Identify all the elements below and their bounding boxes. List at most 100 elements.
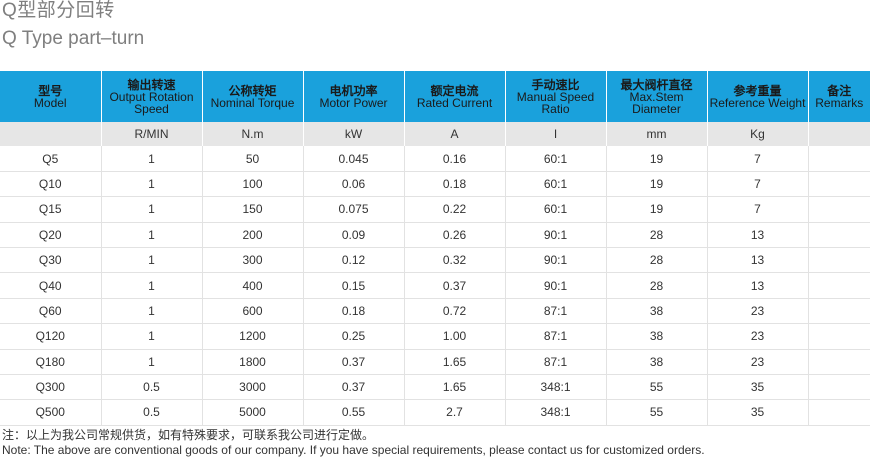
footnote-cn: 注：以上为我公司常规供货，如有特殊要求，可联系我公司进行定做。	[2, 428, 375, 442]
table-cell: 0.72	[403, 298, 505, 325]
table-row: Q60 1 600 0.18 0.72 87:1 38 23	[0, 298, 870, 325]
table-cell: 0.37	[403, 272, 505, 299]
model-cell: Q500	[0, 399, 101, 426]
table-cell: 1	[100, 222, 202, 248]
table-cell: 87:1	[504, 323, 606, 350]
table-row: Q120 1 1200 0.25 1.00 87:1 38 23	[0, 323, 870, 350]
table-cell: 200	[201, 222, 303, 248]
model-cell: Q5	[0, 146, 101, 172]
table-cell: 28	[605, 272, 707, 299]
table-cell: 23	[706, 323, 808, 350]
spec-table: 型号 Model 输出转速 Output Rotation Speed 公称转矩 Nomi…	[0, 71, 870, 426]
model-cell: Q60	[0, 298, 101, 325]
table-cell: 55	[605, 399, 707, 426]
table-cell: 50	[201, 146, 303, 172]
model-cell: Q10	[0, 171, 101, 198]
unit-cell	[0, 122, 101, 147]
table-cell: 0.18	[403, 171, 505, 198]
table-cell: 38	[605, 323, 707, 350]
table-cell: 1	[100, 349, 202, 375]
table-row: Q10 1 100 0.06 0.18 60:1 19 7	[0, 171, 870, 198]
table-cell: 0.075	[302, 196, 404, 223]
table-cell	[807, 146, 870, 172]
table-cell	[807, 374, 870, 401]
model-cell: Q15	[0, 196, 101, 223]
table-cell: 7	[706, 171, 808, 198]
table-cell: 0.37	[302, 349, 404, 375]
unit-cell: Kg	[706, 122, 808, 147]
table-cell: 87:1	[504, 298, 606, 325]
column-header-en: Manual Speed Ratio	[516, 89, 595, 116]
table-cell: 0.12	[302, 247, 404, 274]
header-row: 型号 Model 输出转速 Output Rotation Speed 公称转矩 Nomi…	[0, 71, 870, 122]
column-header-en: Output Rotation Speed	[109, 89, 194, 116]
footnote-en: Note: The above are conventional goods o…	[2, 443, 705, 457]
unit-cell: R/MIN	[100, 122, 202, 147]
table-row: Q20 1 200 0.09 0.26 90:1 28 13	[0, 222, 870, 248]
column-header: 参考重量 Reference Weight	[706, 71, 808, 122]
table-cell: 1	[100, 146, 202, 172]
model-cell: Q20	[0, 222, 101, 248]
table-cell: 19	[605, 171, 707, 198]
table-cell: 35	[706, 399, 808, 426]
table-cell: 348:1	[504, 374, 606, 401]
table-cell: 1800	[201, 349, 303, 375]
page-title-en: Q Type part–turn	[2, 28, 145, 49]
column-header: 输出转速 Output Rotation Speed	[100, 71, 202, 122]
model-cell: Q30	[0, 247, 101, 274]
table-cell: 90:1	[504, 247, 606, 274]
column-header: 手动速比 Manual Speed Ratio	[504, 71, 606, 122]
table-cell: 0.26	[403, 222, 505, 248]
column-header-cn: 输出转速	[127, 77, 176, 92]
table-cell: 0.09	[302, 222, 404, 248]
table-cell: 3000	[201, 374, 303, 401]
table-cell: 90:1	[504, 272, 606, 299]
unit-cell	[807, 122, 870, 147]
table-cell: 150	[201, 196, 303, 223]
column-header-en: Rated Current	[416, 95, 493, 110]
column-header: 备注 Remarks	[807, 71, 870, 122]
table-row: Q300 0.5 3000 0.37 1.65 348:1 55 35	[0, 374, 870, 401]
unit-cell: I	[504, 122, 606, 147]
model-cell: Q300	[0, 374, 101, 401]
table-cell: 38	[605, 349, 707, 375]
column-header: 额定电流 Rated Current	[403, 71, 505, 122]
table-cell	[807, 298, 870, 325]
table-cell: 0.55	[302, 399, 404, 426]
table-row: Q500 0.5 5000 0.55 2.7 348:1 55 35	[0, 399, 870, 426]
table-row: Q5 1 50 0.045 0.16 60:1 19 7	[0, 146, 870, 172]
column-header-en: Reference Weight	[709, 95, 806, 110]
table-cell: 1.65	[403, 374, 505, 401]
table-cell: 90:1	[504, 222, 606, 248]
table-cell: 1	[100, 171, 202, 198]
table-cell: 38	[605, 298, 707, 325]
column-header-cn: 公称转矩	[228, 83, 277, 98]
table-cell: 0.32	[403, 247, 505, 274]
model-cell: Q120	[0, 323, 101, 350]
unit-cell: A	[403, 122, 505, 147]
column-header-en: Nominal Torque	[210, 95, 295, 110]
table-cell: 0.5	[100, 399, 202, 426]
table-cell: 1	[100, 247, 202, 274]
table-cell: 7	[706, 146, 808, 172]
table-cell: 23	[706, 298, 808, 325]
table-cell	[807, 399, 870, 426]
column-header-cn: 电机功率	[329, 83, 378, 98]
table-row: Q30 1 300 0.12 0.32 90:1 28 13	[0, 247, 870, 274]
column-header: 最大阀杆直径 Max.Stem Diameter	[605, 71, 707, 122]
table-cell: 0.22	[403, 196, 505, 223]
table-cell: 600	[201, 298, 303, 325]
column-header: 型号 Model	[0, 71, 101, 122]
table-cell: 1.65	[403, 349, 505, 375]
table-row: Q180 1 1800 0.37 1.65 87:1 38 23	[0, 349, 870, 375]
table-cell	[807, 196, 870, 223]
column-header-en: Model	[33, 95, 67, 110]
table-cell: 0.37	[302, 374, 404, 401]
table-cell: 0.25	[302, 323, 404, 350]
table-row: Q15 1 150 0.075 0.22 60:1 19 7	[0, 196, 870, 223]
column-header-cn: 参考重量	[733, 83, 782, 98]
table-cell: 5000	[201, 399, 303, 426]
table-cell: 28	[605, 247, 707, 274]
table-cell: 300	[201, 247, 303, 274]
